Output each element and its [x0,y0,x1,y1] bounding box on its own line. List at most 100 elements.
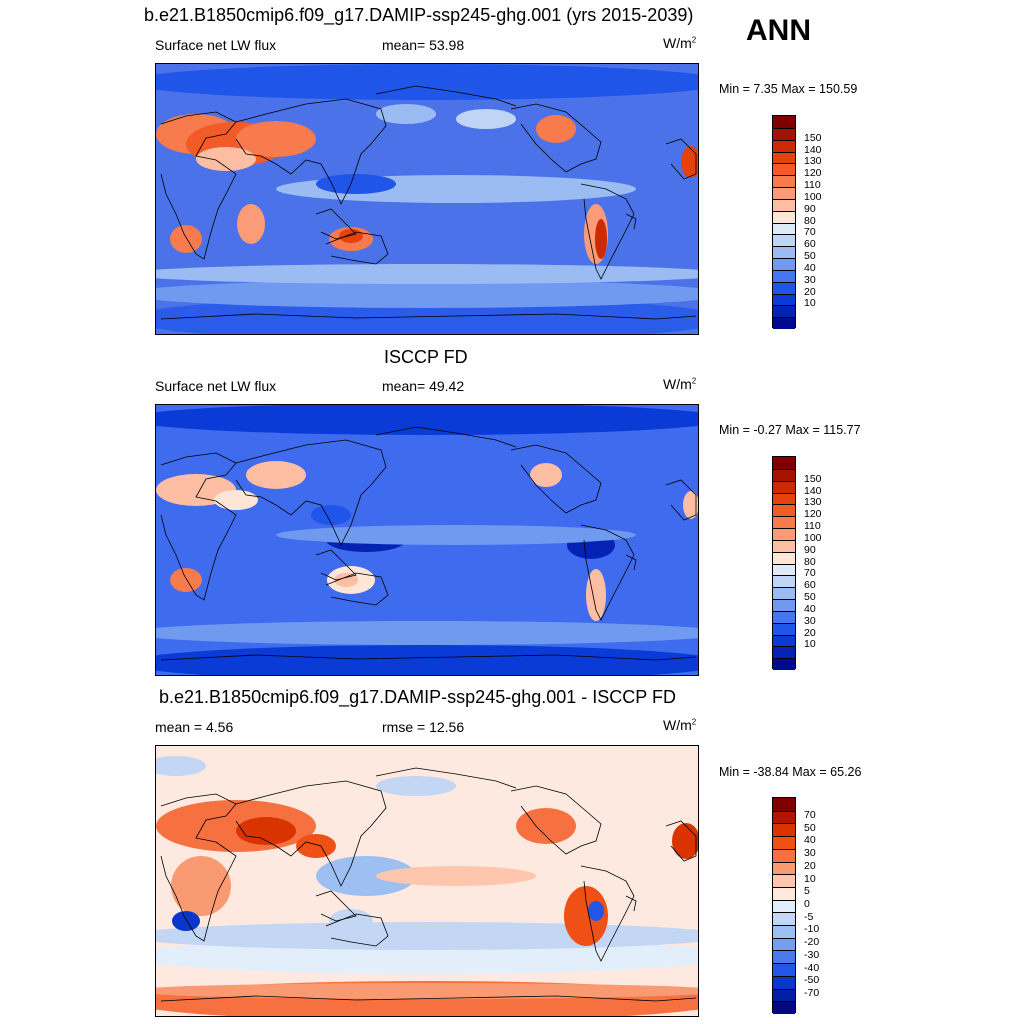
colorbar-swatch [773,587,795,600]
colorbar-swatch [773,151,795,164]
coastline [375,767,517,789]
coastline [375,85,517,107]
colorbar-tick-label: 50 [804,250,816,262]
colorbar-swatch [773,823,795,837]
coastline [510,444,602,514]
field-contour [196,147,256,171]
colorbar-swatch [773,798,795,812]
coastline [625,213,637,230]
field-contour [156,756,206,776]
colorbar-tick-label: 30 [804,847,816,860]
coastline [315,890,357,922]
coastline [235,780,387,887]
colorbar-tick-label: 100 [804,190,822,203]
colorbar-swatch [773,528,795,541]
panel1-colorbar [772,115,796,330]
colorbar-swatch [773,457,795,470]
panel2-map [155,404,699,676]
field-contour [588,901,604,921]
panel2-variable-label: Surface net LW flux [155,378,277,394]
field-contour [156,280,698,308]
field-contour [156,405,698,435]
field-contour [595,219,607,259]
colorbar-tick-label: 20 [804,285,816,298]
coastline [510,103,602,173]
colorbar-tick-label: 90 [804,543,816,556]
panel2-title: ISCCP FD [384,347,468,367]
colorbar-tick-label: 50 [804,591,816,603]
colorbar-tick-label: -70 [804,986,820,999]
panel3-title: b.e21.B1850cmip6.f09_g17.DAMIP-ssp245-gh… [159,687,676,707]
colorbar-tick-label: -10 [804,923,820,936]
field-contour [296,834,336,858]
coastline [160,452,237,601]
coastline [160,995,697,1002]
colorbar-swatch [773,139,795,152]
colorbar-tick-label: 0 [804,898,810,910]
field-contour [334,573,358,587]
panel1-map [155,63,699,335]
field-contour [156,983,698,999]
field-contour [376,866,536,886]
colorbar-tick-label: 110 [804,520,821,532]
colorbar-tick-label: -50 [804,974,820,987]
colorbar-tick-label: 60 [804,579,816,592]
colorbar-tick-label: 20 [804,859,816,872]
field-contour [156,645,698,675]
colorbar-swatch [773,1001,795,1015]
colorbar-swatch [773,836,795,850]
colorbar-swatch [773,539,795,553]
panel1-title: b.e21.B1850cmip6.f09_g17.DAMIP-ssp245-gh… [144,5,694,25]
colorbar-swatch [773,551,795,564]
coastline [325,913,389,947]
colorbar-swatch [773,163,795,176]
field-contour [170,225,202,253]
colorbar-swatch [773,599,795,612]
colorbar-swatch [773,886,795,901]
colorbar-tick-label: 130 [804,496,822,509]
colorbar-swatch [773,646,795,659]
panel2-map-field [156,405,698,675]
colorbar-swatch [773,187,795,200]
colorbar-swatch [773,861,795,875]
colorbar-tick-label: 30 [804,273,816,286]
field-contour [172,911,200,931]
panel3-units: W/m2 [663,717,697,733]
field-contour [339,229,363,243]
colorbar-tick-label: 120 [804,167,822,180]
colorbar-swatch [773,937,795,951]
colorbar-tick-label: 70 [804,226,816,239]
colorbar-tick-label: 30 [804,614,816,627]
field-contour [681,146,698,178]
colorbar-tick-label: 10 [804,872,816,885]
colorbar-tick-label: 100 [804,531,822,544]
panel1-units: W/m2 [663,35,697,51]
field-contour [564,886,608,946]
panel2-minmax: Min = -0.27 Max = 115.77 [719,423,861,437]
field-contour [170,568,202,592]
colorbar-tick-label: 20 [804,626,816,639]
coastline [625,554,637,571]
colorbar-tick-label: 140 [804,484,822,497]
colorbar-tick-label: 150 [804,131,822,144]
coastline [315,208,357,240]
field-contour [376,104,436,124]
colorbar-swatch [773,925,795,939]
panel2-mean: mean= 49.42 [382,378,465,394]
colorbar-swatch [773,210,795,223]
panel3-colorbar [772,797,796,1015]
field-contour [586,569,606,621]
coastline [580,183,635,280]
colorbar-swatch [773,468,795,482]
colorbar-tick-label: 40 [804,602,816,615]
colorbar-swatch [773,912,795,926]
field-contour [171,856,231,916]
coastline [160,313,697,320]
colorbar-tick-label: 10 [804,638,816,651]
panel3-mean: mean = 4.56 [155,719,234,735]
colorbar-swatch [773,963,795,977]
colorbar-tick-label: -30 [804,948,820,961]
coastline [325,572,389,606]
colorbar-swatch [773,563,795,576]
field-contour [316,174,396,194]
